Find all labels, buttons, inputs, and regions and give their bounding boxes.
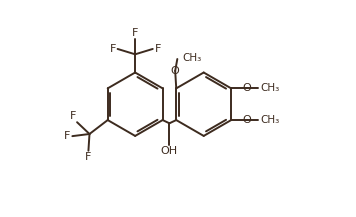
Text: F: F — [85, 152, 91, 162]
Text: O: O — [242, 115, 251, 125]
Text: CH₃: CH₃ — [261, 83, 280, 93]
Text: F: F — [132, 28, 138, 38]
Text: O: O — [171, 66, 179, 76]
Text: CH₃: CH₃ — [183, 53, 202, 63]
Text: F: F — [69, 111, 76, 121]
Text: F: F — [155, 44, 161, 54]
Text: F: F — [64, 131, 70, 141]
Text: OH: OH — [161, 146, 178, 156]
Text: F: F — [110, 44, 116, 54]
Text: O: O — [242, 83, 251, 93]
Text: CH₃: CH₃ — [261, 115, 280, 125]
